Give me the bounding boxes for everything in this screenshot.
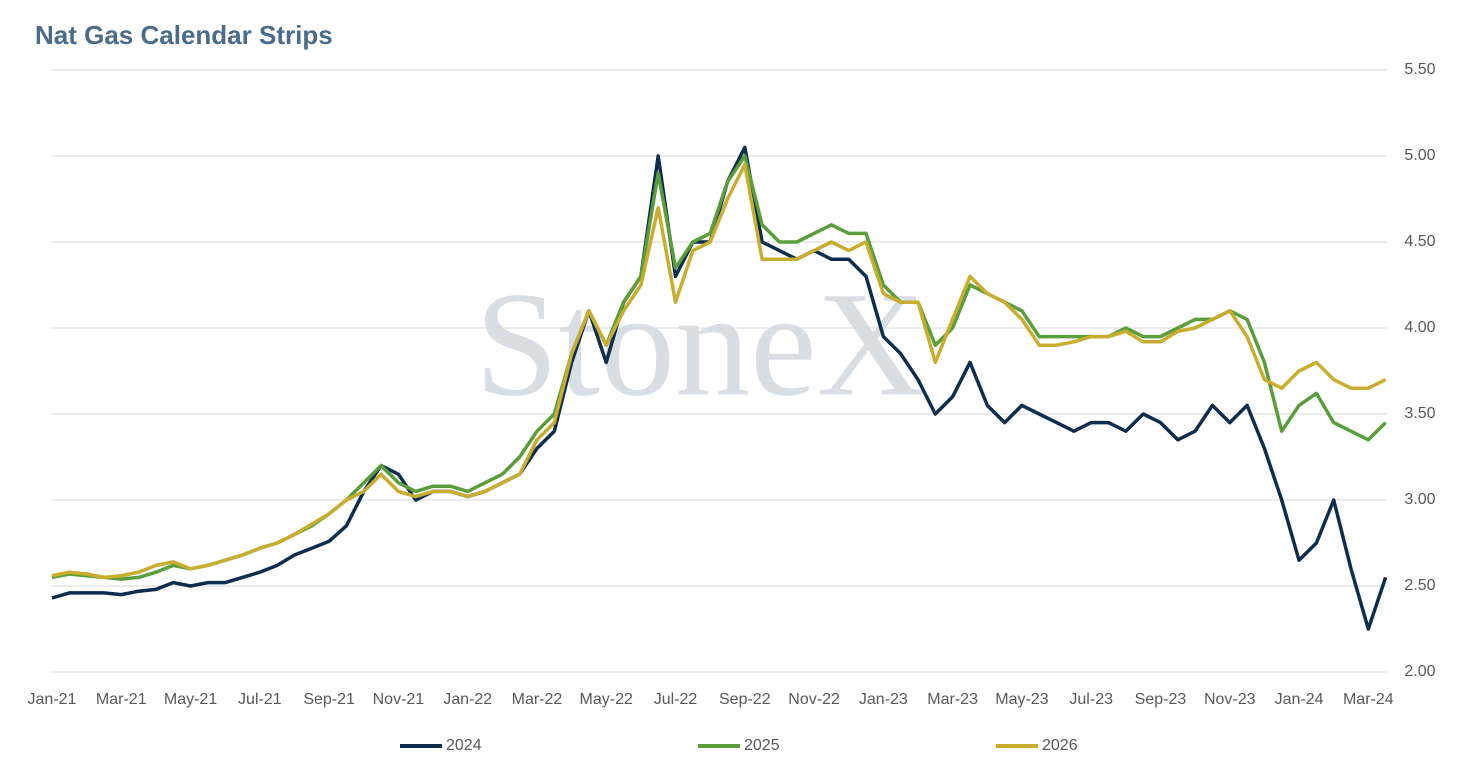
x-tick-label: Nov-22 xyxy=(788,691,840,708)
legend-label: 2026 xyxy=(1042,737,1078,754)
x-tick-label: May-21 xyxy=(164,691,217,708)
x-tick-label: Jan-23 xyxy=(859,691,908,708)
y-tick-label: 5.50 xyxy=(1404,61,1435,78)
x-tick-label: Sep-22 xyxy=(719,691,771,708)
x-tick-label: Jul-23 xyxy=(1069,691,1113,708)
legend-label: 2024 xyxy=(446,737,482,754)
chart-title: Nat Gas Calendar Strips xyxy=(35,20,333,50)
x-tick-label: Jul-21 xyxy=(238,691,282,708)
y-tick-label: 2.00 xyxy=(1404,663,1435,680)
x-tick-label: May-22 xyxy=(580,691,633,708)
x-tick-label: Sep-21 xyxy=(303,691,355,708)
x-tick-label: Jul-22 xyxy=(654,691,698,708)
x-tick-label: Jan-21 xyxy=(28,691,77,708)
x-tick-label: Nov-21 xyxy=(373,691,425,708)
y-tick-label: 3.50 xyxy=(1404,405,1435,422)
y-tick-label: 5.00 xyxy=(1404,147,1435,164)
x-tick-label: May-23 xyxy=(995,691,1048,708)
y-tick-label: 4.50 xyxy=(1404,233,1435,250)
watermark: StoneX xyxy=(475,261,925,427)
y-tick-label: 4.00 xyxy=(1404,319,1435,336)
x-tick-label: Mar-23 xyxy=(927,691,978,708)
x-tick-label: Mar-22 xyxy=(512,691,563,708)
y-tick-label: 2.50 xyxy=(1404,577,1435,594)
y-tick-label: 3.00 xyxy=(1404,491,1435,508)
x-tick-label: Jan-22 xyxy=(443,691,492,708)
x-tick-label: Nov-23 xyxy=(1204,691,1256,708)
legend-label: 2025 xyxy=(744,737,780,754)
x-tick-label: Mar-24 xyxy=(1343,691,1394,708)
series-line xyxy=(51,162,1387,580)
x-tick-label: Jan-24 xyxy=(1275,691,1324,708)
x-tick-label: Sep-23 xyxy=(1135,691,1187,708)
x-tick-label: Mar-21 xyxy=(96,691,147,708)
